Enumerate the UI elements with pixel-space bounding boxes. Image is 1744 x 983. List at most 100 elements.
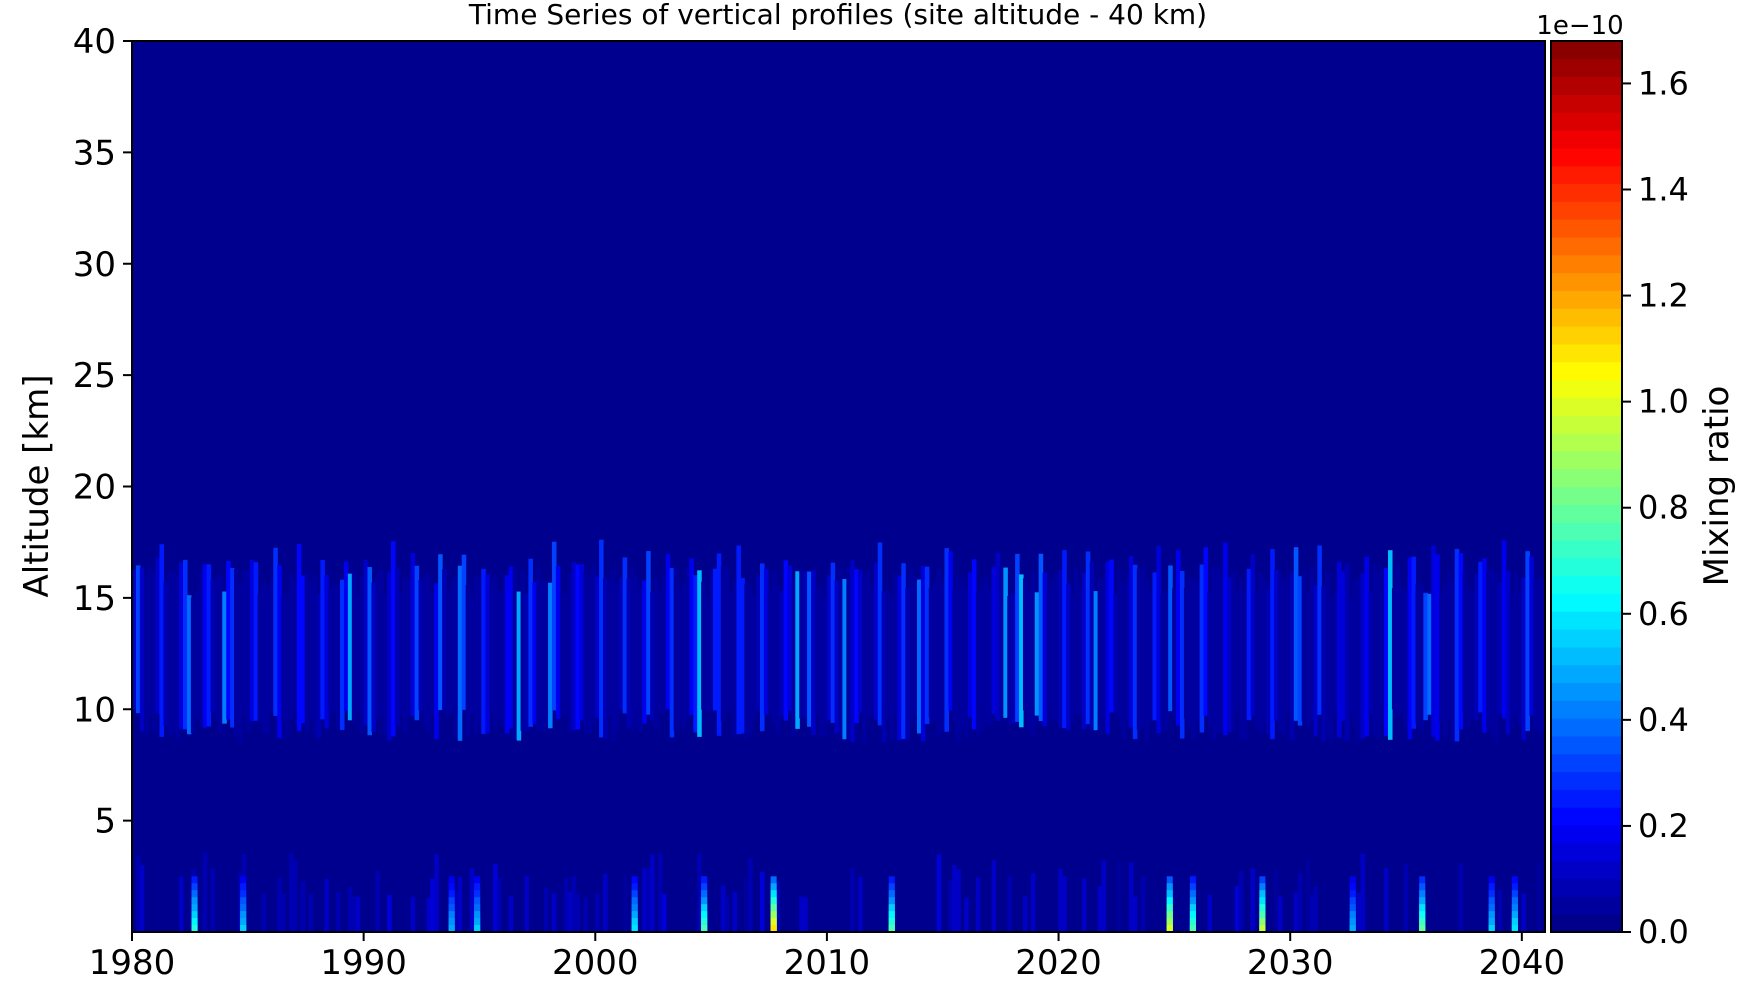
- heatmap-cell: [1361, 573, 1366, 738]
- heatmap-cell: [650, 592, 655, 721]
- heatmap-cell: [1384, 868, 1389, 932]
- heatmap-cell: [1349, 597, 1354, 712]
- heatmap-cell: [442, 569, 447, 710]
- heatmap-cell: [356, 595, 361, 712]
- colorbar-tick-label: 0.4: [1638, 701, 1689, 739]
- heatmap-cell: [1431, 546, 1436, 737]
- heatmap-cell: [878, 542, 883, 725]
- colorbar-band: [1551, 469, 1622, 487]
- colorbar-band: [1551, 879, 1622, 897]
- heatmap-cell: [375, 871, 380, 932]
- heatmap-cell: [662, 576, 667, 714]
- heatmap-cell: [1207, 895, 1212, 932]
- heatmap-cell: [1098, 886, 1103, 932]
- heatmap-cell: [568, 573, 573, 733]
- heatmap-cell: [697, 853, 702, 932]
- heatmap-cell: [689, 558, 694, 715]
- colorbar-label: Mixing ratio: [1697, 386, 1737, 587]
- heatmap-cell: [807, 572, 812, 727]
- heatmap-cell: [1423, 593, 1428, 720]
- surface-peak: [1167, 925, 1173, 932]
- heatmap-cell: [1074, 567, 1079, 714]
- heatmap-cell: [528, 559, 533, 727]
- heatmap-cell: [670, 568, 675, 737]
- heatmap-cell: [430, 879, 435, 932]
- heatmap-cell: [1435, 554, 1440, 740]
- heatmap-cell: [152, 573, 157, 730]
- heatmap-cell: [846, 567, 851, 740]
- heatmap-cell: [1058, 570, 1063, 728]
- colorbar-band: [1551, 843, 1622, 861]
- heatmap-cell: [277, 565, 282, 738]
- heatmap-cell: [340, 580, 345, 730]
- colorbar-tick-label: 1.4: [1638, 171, 1689, 209]
- heatmap-cell: [203, 853, 208, 932]
- colorbar-band: [1551, 415, 1622, 433]
- heatmap-cell: [642, 868, 647, 932]
- heatmap-cell: [901, 563, 906, 739]
- heatmap-cell: [536, 569, 541, 731]
- surface-peak: [771, 925, 777, 932]
- heatmap-cell: [764, 569, 769, 715]
- plot-area: [132, 41, 1546, 932]
- heatmap-cell: [882, 591, 887, 742]
- heatmap-cell: [933, 585, 938, 721]
- heatmap-cell: [1239, 580, 1244, 740]
- heatmap-cell: [544, 887, 549, 932]
- heatmap-cell: [1306, 591, 1311, 728]
- heatmap-cell: [638, 587, 643, 732]
- heatmap-cell: [736, 545, 741, 734]
- heatmap-cell: [976, 877, 981, 932]
- heatmap-cell: [1502, 540, 1507, 718]
- heatmap-cell: [485, 575, 490, 734]
- heatmap-cell: [1086, 551, 1091, 724]
- heatmap-cell: [521, 572, 526, 731]
- heatmap-cell: [1251, 554, 1256, 716]
- x-tick-label: 2040: [1479, 943, 1566, 983]
- heatmap-cell: [1521, 578, 1526, 740]
- heatmap-cell: [1408, 557, 1413, 739]
- heatmap-cell: [1313, 886, 1318, 932]
- heatmap-cell: [1372, 565, 1377, 734]
- heatmap-cell: [222, 592, 227, 724]
- heatmap-cell: [214, 577, 219, 721]
- heatmap-cell: [799, 569, 804, 719]
- heatmap-cell: [1223, 543, 1228, 735]
- heatmap-cell: [1247, 569, 1252, 720]
- colorbar-band: [1551, 700, 1622, 718]
- heatmap-cell: [921, 566, 926, 741]
- heatmap-cell: [1211, 567, 1216, 740]
- heatmap-cell: [811, 570, 816, 735]
- heatmap-cell: [352, 572, 357, 723]
- heatmap-cell: [831, 563, 836, 723]
- heatmap-cell: [988, 588, 993, 726]
- heatmap-cell: [1361, 854, 1366, 932]
- heatmap-cell: [1478, 562, 1483, 713]
- heatmap-cell: [548, 583, 553, 729]
- heatmap-cell: [544, 582, 549, 729]
- heatmap-cell: [348, 574, 353, 721]
- heatmap-cell: [387, 895, 392, 932]
- heatmap-cell: [858, 570, 863, 713]
- colorbar-tick-label: 0.8: [1638, 489, 1689, 527]
- heatmap-cell: [886, 591, 891, 718]
- heatmap-cell: [842, 579, 847, 739]
- heatmap-cell: [784, 560, 789, 720]
- heatmap-cell: [768, 590, 773, 713]
- heatmap-cell: [250, 560, 255, 721]
- colorbar-band: [1551, 540, 1622, 558]
- heatmap-cell: [281, 894, 286, 932]
- heatmap-cell: [560, 593, 565, 714]
- heatmap-cell: [752, 596, 757, 719]
- heatmap-cell: [301, 575, 306, 723]
- heatmap-cell: [619, 578, 624, 710]
- heatmap-cell: [1486, 570, 1491, 728]
- heatmap-cell: [148, 569, 153, 715]
- heatmap-cell: [1510, 595, 1515, 728]
- colorbar-band: [1551, 184, 1622, 202]
- heatmap-cell: [320, 560, 325, 719]
- heatmap-cell: [642, 581, 647, 724]
- colorbar-band: [1551, 219, 1622, 237]
- heatmap-cell: [697, 570, 702, 737]
